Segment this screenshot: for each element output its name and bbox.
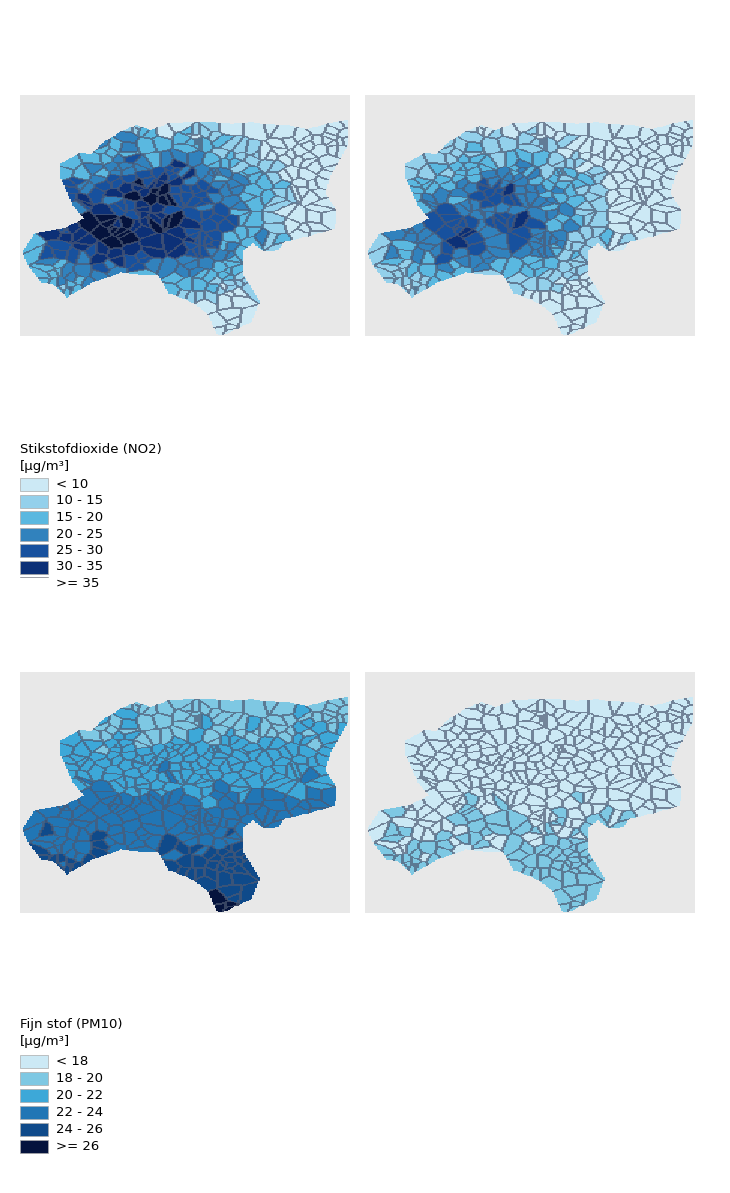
Bar	[20, 478, 48, 492]
Bar	[20, 577, 48, 591]
Bar	[20, 511, 48, 524]
Bar	[20, 1123, 48, 1136]
Text: 20 - 25: 20 - 25	[56, 527, 103, 540]
Text: [μg/m³]: [μg/m³]	[20, 1036, 70, 1047]
Text: < 10: < 10	[56, 478, 88, 492]
Text: Fijn stof (PM10): Fijn stof (PM10)	[20, 1018, 123, 1031]
Bar	[20, 527, 48, 540]
Text: 25 - 30: 25 - 30	[56, 544, 103, 557]
Bar	[20, 544, 48, 557]
Text: 15 - 20: 15 - 20	[56, 511, 103, 524]
Bar	[20, 561, 48, 574]
Text: [μg/m³]: [μg/m³]	[20, 460, 70, 472]
Bar	[20, 1055, 48, 1068]
Text: 24 - 26: 24 - 26	[56, 1123, 103, 1136]
Text: >= 26: >= 26	[56, 1141, 99, 1152]
Bar	[20, 1141, 48, 1152]
Text: 30 - 35: 30 - 35	[56, 561, 103, 574]
Bar	[20, 1073, 48, 1084]
Bar	[20, 1089, 48, 1102]
Bar	[20, 495, 48, 507]
Text: 18 - 20: 18 - 20	[56, 1073, 103, 1084]
Text: >= 35: >= 35	[56, 577, 99, 591]
Text: Stikstofdioxide (NO2): Stikstofdioxide (NO2)	[20, 443, 162, 456]
Text: 10 - 15: 10 - 15	[56, 495, 103, 507]
Text: 22 - 24: 22 - 24	[56, 1106, 103, 1119]
Bar	[20, 1106, 48, 1119]
Text: < 18: < 18	[56, 1055, 88, 1068]
Text: 20 - 22: 20 - 22	[56, 1089, 103, 1102]
